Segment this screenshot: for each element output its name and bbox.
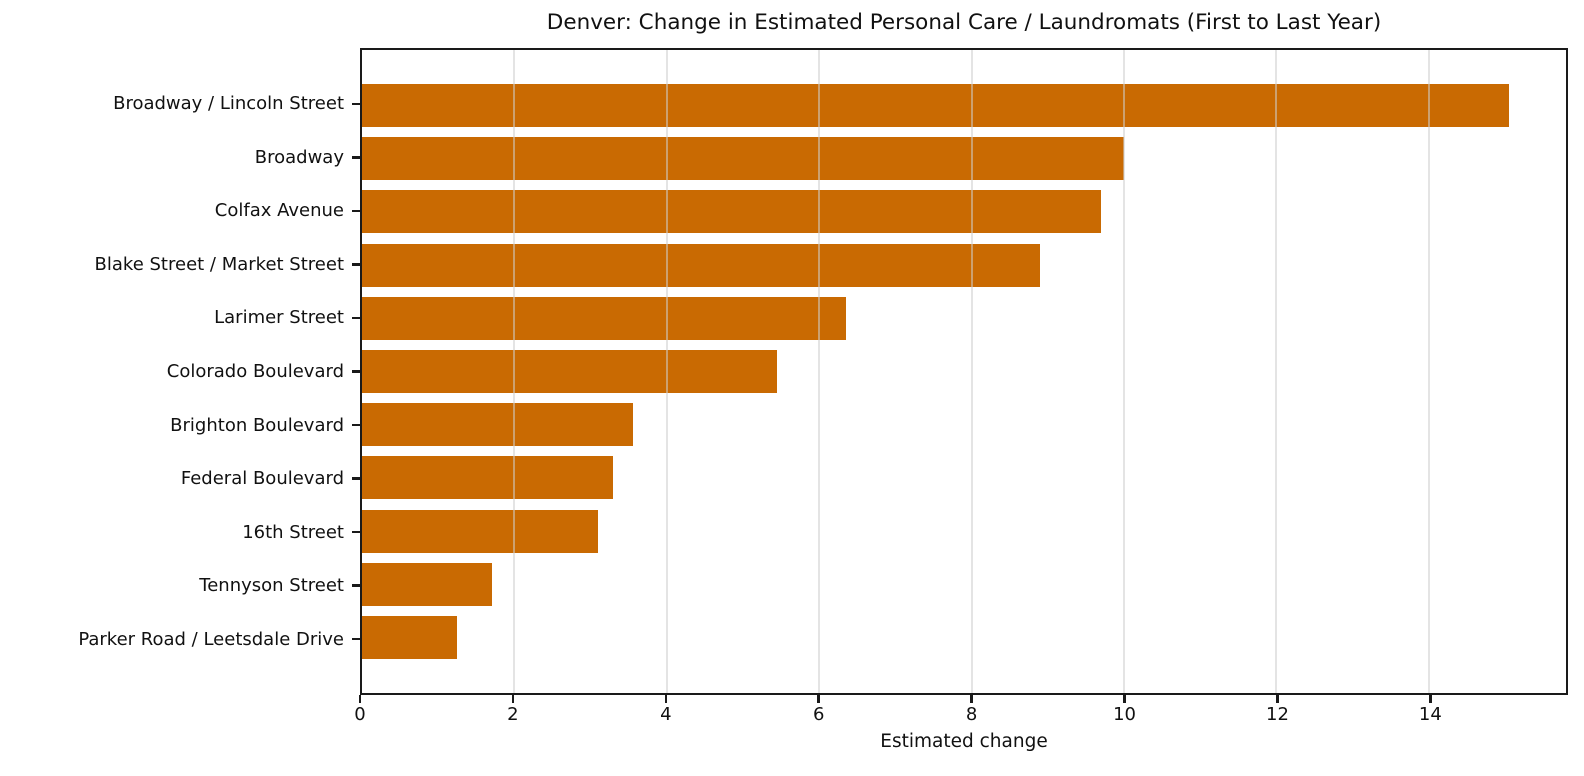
x-tick-mark (1276, 695, 1279, 703)
gridline (513, 50, 516, 693)
y-axis-label: Federal Boulevard (180, 468, 344, 490)
x-tick-label: 8 (965, 704, 978, 725)
y-tick-mark (352, 584, 360, 587)
bar-11 (362, 615, 458, 659)
bar-1 (362, 84, 1509, 128)
x-tick-mark (817, 695, 820, 703)
bar-9 (362, 509, 599, 553)
bar-row (362, 345, 1566, 398)
y-tick-mark (352, 316, 360, 320)
y-tick-mark (352, 209, 360, 213)
y-tick-mark (352, 423, 360, 427)
y-axis-label: 16th Street (242, 521, 344, 543)
y-axis-label: Broadway (254, 146, 344, 168)
gridline (1275, 50, 1278, 693)
y-axis-label: Brighton Boulevard (170, 414, 344, 436)
y-axis-labels: Broadway / Lincoln Street Broadway Colfax … (0, 48, 344, 695)
x-tick-mark (970, 695, 973, 703)
x-tick-label: 10 (1113, 704, 1136, 725)
chart-title: Denver: Change in Estimated Personal Car… (546, 10, 1382, 35)
x-axis-tick-labels: 0 2 4 6 8 10 12 14 (354, 704, 1568, 726)
bars-layer (362, 50, 1566, 693)
x-tick-label: 2 (507, 704, 519, 725)
bar-row (362, 505, 1566, 558)
bar-2 (362, 137, 1125, 181)
x-tick-mark (1123, 695, 1126, 703)
x-tick-label: 6 (812, 704, 825, 725)
y-axis-label: Tennyson Street (199, 575, 344, 597)
bar-7 (362, 403, 633, 447)
x-axis-ticks (358, 695, 1568, 703)
bar-row (362, 558, 1566, 611)
bar-8 (362, 456, 614, 500)
x-tick-mark (511, 695, 515, 703)
y-tick-mark (352, 477, 360, 480)
bar-10 (362, 562, 492, 606)
y-tick-mark (352, 637, 360, 641)
gridline (970, 50, 973, 693)
y-axis-label: Colorado Boulevard (166, 361, 344, 382)
bar-row (362, 185, 1566, 238)
x-tick-label: 14 (1418, 704, 1442, 725)
bar-5 (362, 296, 846, 340)
y-axis-label: Parker Road / Leetsdale Drive (78, 628, 344, 650)
bar-row (362, 398, 1566, 451)
bar-row (362, 611, 1566, 664)
x-tick-mark (358, 695, 362, 703)
y-tick-mark (352, 102, 360, 106)
y-axis-ticks (352, 48, 360, 695)
bar-3 (362, 190, 1102, 234)
bar-4 (362, 243, 1041, 287)
y-tick-mark (352, 263, 360, 266)
gridline (818, 50, 821, 693)
x-tick-label: 0 (354, 704, 366, 725)
x-tick-label: 12 (1266, 704, 1289, 725)
x-axis-label: Estimated change (880, 731, 1048, 752)
y-axis-label: Colfax Avenue (214, 200, 344, 222)
bar-row (362, 292, 1566, 345)
y-axis-label: Blake Street / Market Street (94, 253, 344, 275)
y-tick-mark (352, 370, 360, 373)
bar-row (362, 79, 1566, 132)
x-tick-mark (664, 695, 668, 703)
gridline (1427, 50, 1430, 693)
bar-row (362, 239, 1566, 292)
gridline (1123, 50, 1126, 693)
plot-area (360, 48, 1568, 695)
bar-6 (362, 350, 778, 394)
y-tick-mark (352, 156, 360, 159)
x-tick-label: 4 (660, 704, 672, 725)
y-axis-label: Larimer Street (214, 307, 344, 329)
bar-row (362, 132, 1566, 185)
y-axis-label: Broadway / Lincoln Street (113, 93, 344, 115)
bar-row (362, 451, 1566, 504)
gridline (665, 50, 668, 693)
x-tick-mark (1429, 695, 1432, 703)
y-tick-mark (352, 530, 360, 534)
